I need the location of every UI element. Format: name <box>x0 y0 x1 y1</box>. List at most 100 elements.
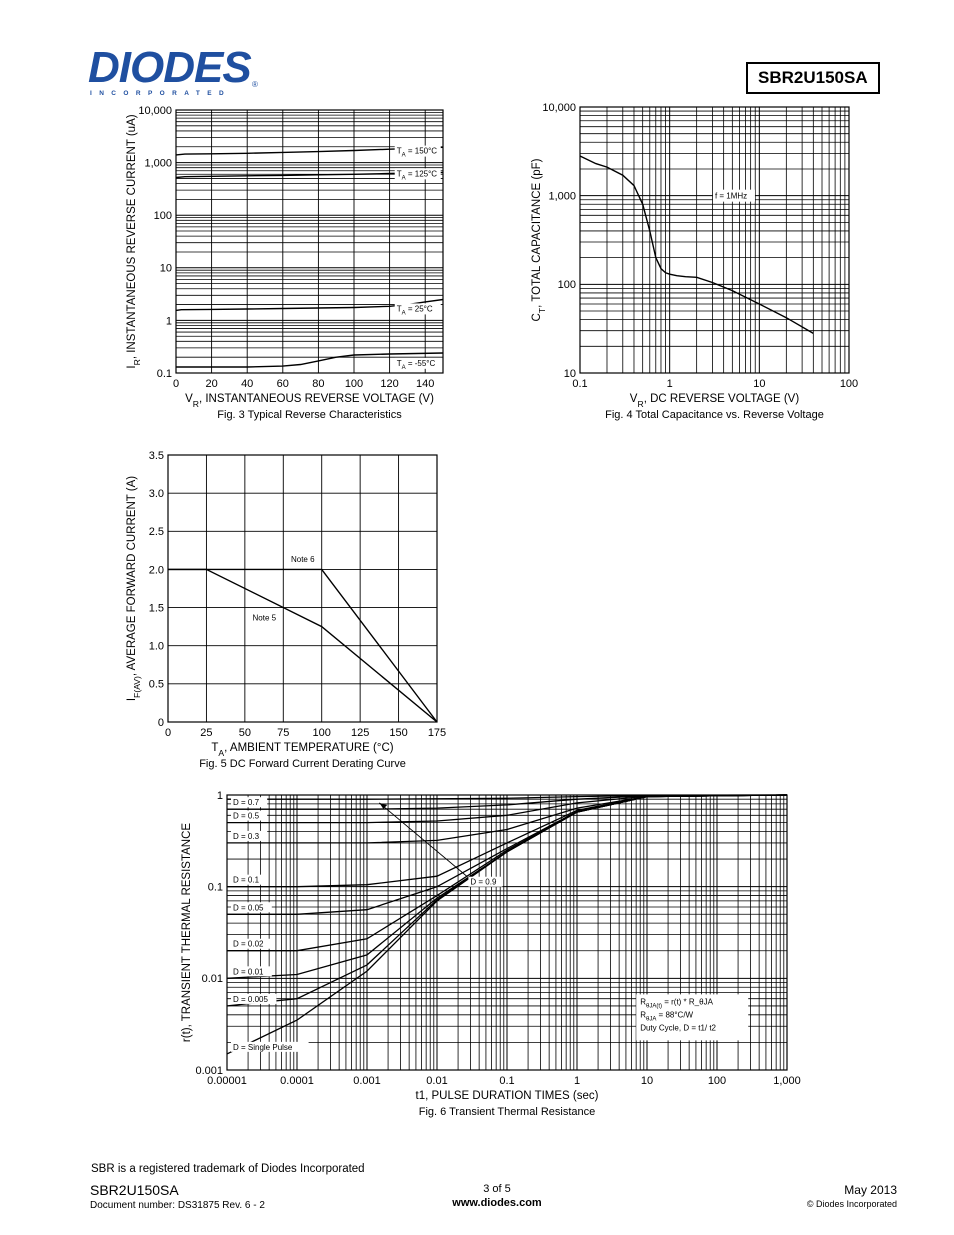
series-line-9 <box>226 794 788 1055</box>
x-tick-label: 0.001 <box>353 1075 381 1087</box>
x-tick-label: 1 <box>574 1075 580 1087</box>
plot-area <box>168 455 437 722</box>
y-tick-label: 1 <box>166 315 172 327</box>
footer-copyright: © Diodes Incorporated <box>806 1199 897 1209</box>
frequency-annotation: f = 1MHz <box>715 192 747 201</box>
x-tick-label: 175 <box>428 727 446 739</box>
y-tick-label: 1,000 <box>144 157 172 169</box>
plot-frame <box>175 109 444 374</box>
y-tick-label: 10,000 <box>138 105 172 117</box>
annotation-text: RθJA = 88°C/W <box>640 1010 693 1022</box>
footer-document-number: Document number: DS31875 Rev. 6 - 2 <box>90 1200 265 1211</box>
series-label: D = 0.9 <box>470 878 497 887</box>
series-label-bg <box>231 938 272 949</box>
y-tick-label: 0.5 <box>149 679 164 691</box>
x-tick-label: 100 <box>708 1075 726 1087</box>
x-tick-label: 0.1 <box>499 1075 514 1087</box>
series-label-bg <box>394 145 441 157</box>
series-label-bg <box>231 874 268 885</box>
series-label-bg <box>468 876 503 887</box>
y-tick-label: 0.001 <box>195 1065 223 1077</box>
series-label: D = 0.3 <box>233 832 260 841</box>
series-label: D = 0.005 <box>233 995 268 1004</box>
figure-caption: Fig. 4 Total Capacitance vs. Reverse Vol… <box>605 409 824 421</box>
series-label: TA = 125°C <box>397 169 438 181</box>
annotation-arrow <box>379 802 468 878</box>
y-tick-label: 2.0 <box>149 564 164 576</box>
series-label: Note 5 <box>253 614 277 623</box>
x-tick-label: 150 <box>389 727 407 739</box>
annotation-text: RθJA(t) = r(t) * R_θJA <box>640 997 713 1009</box>
x-tick-label: 10 <box>641 1075 653 1087</box>
trademark-note: SBR is a registered trademark of Diodes … <box>91 1163 365 1175</box>
y-tick-label: 3.0 <box>149 488 164 500</box>
logo-subtitle: INCORPORATED <box>90 90 232 97</box>
series-label: D = 0.01 <box>233 967 264 976</box>
series-label-bg <box>231 797 268 808</box>
series-label-bg <box>231 902 272 913</box>
y-axis-label: IF(AV), AVERAGE FORWARD CURRENT (A) <box>126 476 142 701</box>
series-label: Note 6 <box>291 555 315 564</box>
x-tick-label: 0 <box>173 378 179 390</box>
y-tick-label: 100 <box>558 279 576 291</box>
series-label-bg <box>231 993 277 1004</box>
y-axis-label: r(t), TRANSIENT THERMAL RESISTANCE <box>181 823 193 1042</box>
x-tick-label: 1 <box>667 378 673 390</box>
y-tick-label: 3.5 <box>149 450 164 462</box>
y-tick-label: 0.1 <box>157 368 172 380</box>
x-tick-label: 1,000 <box>773 1075 801 1087</box>
x-tick-label: 25 <box>200 727 212 739</box>
x-tick-label: 100 <box>313 727 331 739</box>
y-tick-label: 0.01 <box>202 973 223 985</box>
plot-area <box>580 107 849 373</box>
series-label: TA = 150°C <box>397 147 438 159</box>
x-tick-label: 20 <box>205 378 217 390</box>
series-line-0 <box>175 146 444 156</box>
x-tick-label: 75 <box>277 727 289 739</box>
y-tick-label: 10,000 <box>542 102 576 114</box>
arrow-head <box>379 802 388 809</box>
x-tick-label: 0.1 <box>572 378 587 390</box>
series-label-bg <box>231 1041 309 1052</box>
plot-frame <box>167 454 438 723</box>
x-tick-label: 0.00001 <box>207 1075 247 1087</box>
series-label: D = 0.1 <box>233 876 260 885</box>
footer-date: May 2013 <box>844 1183 897 1197</box>
figure-caption: Fig. 6 Transient Thermal Resistance <box>419 1106 595 1118</box>
x-tick-label: 0.0001 <box>280 1075 314 1087</box>
y-tick-label: 10 <box>160 263 172 275</box>
series-label: TA = -55°C <box>397 359 436 371</box>
x-tick-label: 100 <box>840 378 858 390</box>
series-label-bg <box>394 357 441 369</box>
y-tick-label: 0.1 <box>208 882 223 894</box>
y-tick-label: 1,000 <box>548 191 576 203</box>
x-axis-label: TA, AMBIENT TEMPERATURE (°C) <box>211 742 393 758</box>
figure-caption: Fig. 3 Typical Reverse Characteristics <box>217 409 402 421</box>
series-label-bg <box>231 966 272 977</box>
series-label: D = 0.5 <box>233 812 260 821</box>
series-line-1 <box>168 568 438 723</box>
part-number-box: SBR2U150SA <box>746 62 880 94</box>
y-tick-label: 1.5 <box>149 602 164 614</box>
y-axis-label: IR, INSTANTANEOUS REVERSE CURRENT (uA) <box>126 114 142 368</box>
series-line-0 <box>168 568 438 723</box>
footer-part-number: SBR2U150SA <box>90 1182 179 1198</box>
footer-website-link[interactable]: www.diodes.com <box>452 1197 542 1209</box>
series-label: TA = 25°C <box>397 304 433 316</box>
y-tick-label: 1 <box>217 790 223 802</box>
x-tick-label: 10 <box>753 378 765 390</box>
x-tick-label: 0 <box>165 727 171 739</box>
figure-caption: Fig. 5 DC Forward Current Derating Curve <box>199 758 406 770</box>
series-line-1 <box>175 171 444 179</box>
series-label: D = Single Pulse <box>233 1043 293 1052</box>
x-tick-label: 80 <box>312 378 324 390</box>
x-tick-label: 0.01 <box>426 1075 447 1087</box>
series-label: D = 0.05 <box>233 903 264 912</box>
fig5-derating-chart: 0 25 50 75 100 125 150 175 0 0.5 1.0 1.5 2.0 2.5 3.0 3.… <box>126 450 446 770</box>
y-tick-label: 1.0 <box>149 641 164 653</box>
y-axis-label: CT, TOTAL CAPACITANCE (pF) <box>531 158 547 321</box>
x-tick-label: 125 <box>351 727 369 739</box>
x-axis-label: VR, INSTANTANEOUS REVERSE VOLTAGE (V) <box>185 393 434 409</box>
y-tick-label: 2.5 <box>149 526 164 538</box>
x-tick-label: 120 <box>380 378 398 390</box>
